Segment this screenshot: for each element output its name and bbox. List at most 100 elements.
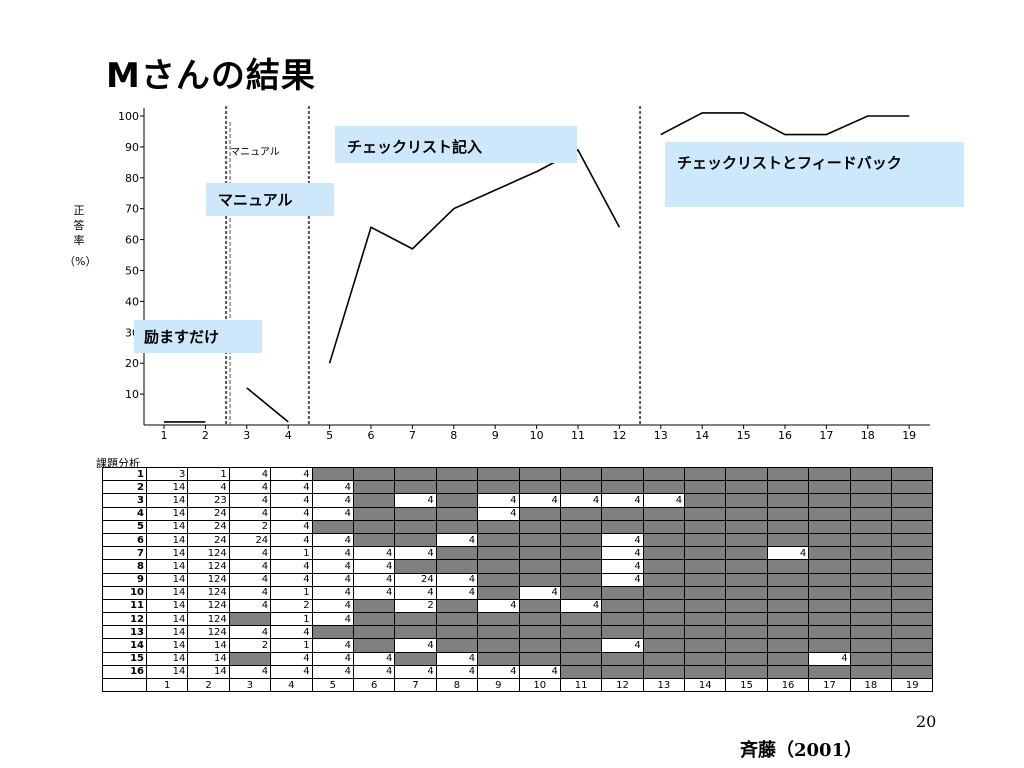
shaded-cell — [394, 612, 437, 627]
shaded-cell — [849, 625, 893, 640]
table-cell: 4 — [228, 664, 272, 680]
shaded-cell — [477, 585, 520, 600]
shaded-cell — [766, 493, 810, 508]
table-cell: 2 — [394, 598, 437, 614]
x-tick-label: 19 — [902, 429, 916, 442]
table-cell: 4 — [601, 532, 644, 548]
table-cell: 4 — [311, 559, 354, 574]
shaded-cell — [766, 480, 810, 495]
shaded-cell — [642, 466, 686, 482]
table-cell: 4 — [270, 572, 313, 587]
table-cell: 14 — [145, 638, 189, 653]
shaded-cell — [601, 625, 644, 640]
shaded-cell — [518, 546, 561, 561]
shaded-cell — [766, 572, 810, 587]
shaded-cell — [477, 466, 520, 482]
shaded-cell — [684, 598, 727, 614]
table-cell: 14 — [145, 572, 189, 587]
table-row: 2 14 4 4 4 4 — [102, 480, 934, 495]
shaded-cell — [228, 651, 272, 666]
shaded-cell — [642, 546, 686, 561]
shaded-cell — [725, 664, 768, 680]
shaded-cell — [394, 466, 437, 482]
callout-feedback: チェックリストとフィードバック — [665, 142, 964, 207]
table-cell: 4 — [477, 664, 520, 680]
table-cell: 14 — [145, 664, 189, 680]
y-axis-label-char: 正 — [73, 204, 85, 217]
shaded-cell — [601, 585, 644, 600]
shaded-cell — [725, 559, 768, 574]
row-label: 14 — [102, 638, 147, 653]
shaded-cell — [684, 585, 727, 600]
table-cell: 2 — [270, 598, 313, 614]
shaded-cell — [559, 532, 603, 548]
x-tick-label: 10 — [530, 429, 544, 442]
table-cell: 4 — [228, 585, 272, 600]
y-tick-label: 80 — [125, 172, 139, 185]
table-cell: 3 — [145, 466, 189, 482]
shaded-cell — [891, 480, 934, 495]
shaded-cell — [849, 572, 893, 587]
shaded-cell — [559, 625, 603, 640]
footer-session-number: 5 — [311, 677, 354, 693]
footer-blank-cell — [102, 677, 147, 693]
table-row: 13 14 124 4 4 — [102, 625, 934, 640]
shaded-cell — [477, 572, 520, 587]
shaded-cell — [766, 559, 810, 574]
shaded-cell — [808, 585, 851, 600]
shaded-cell — [891, 664, 934, 680]
table-cell: 4 — [601, 559, 644, 574]
shaded-cell — [766, 532, 810, 548]
shaded-cell — [891, 532, 934, 548]
shaded-cell — [642, 625, 686, 640]
footer-session-number: 3 — [228, 677, 272, 693]
shaded-cell — [435, 598, 479, 614]
shaded-cell — [435, 638, 479, 653]
shaded-cell — [766, 519, 810, 534]
shaded-cell — [891, 585, 934, 600]
shaded-cell — [725, 506, 768, 521]
shaded-cell — [766, 506, 810, 521]
shaded-cell — [891, 519, 934, 534]
footer-session-number: 6 — [352, 677, 396, 693]
shaded-cell — [518, 466, 561, 482]
footer-session-number: 8 — [435, 677, 479, 693]
shaded-cell — [725, 585, 768, 600]
shaded-cell — [352, 625, 396, 640]
shaded-cell — [849, 506, 893, 521]
shaded-cell — [725, 651, 768, 666]
table-cell: 24 — [187, 506, 230, 521]
table-cell: 4 — [766, 546, 810, 561]
callout-manual-text: マニュアル — [218, 191, 293, 209]
shaded-cell — [311, 625, 354, 640]
shaded-cell — [352, 466, 396, 482]
table-cell: 4 — [228, 559, 272, 574]
shaded-cell — [808, 532, 851, 548]
table-cell: 4 — [311, 598, 354, 614]
phase-note: マニュアル — [230, 147, 280, 158]
shaded-cell — [601, 519, 644, 534]
table-cell: 2 — [228, 638, 272, 653]
table-cell: 124 — [187, 559, 230, 574]
shaded-cell — [684, 466, 727, 482]
shaded-cell — [725, 532, 768, 548]
shaded-cell — [477, 519, 520, 534]
table-cell: 4 — [228, 598, 272, 614]
x-tick-label: 1 — [161, 429, 168, 442]
table-cell: 4 — [228, 506, 272, 521]
task-analysis-table: 1 3 1 4 4 2 14 4 4 4 4 3 14 23 4 4 4 4 4 4 4 4 4 4 14 24 4 4 4 4 5 14 24… — [102, 466, 934, 693]
shaded-cell — [766, 598, 810, 614]
row-label: 1 — [102, 466, 147, 482]
table-cell: 4 — [270, 480, 313, 495]
shaded-cell — [725, 466, 768, 482]
x-tick-label: 3 — [243, 429, 250, 442]
table-cell: 4 — [518, 664, 561, 680]
shaded-cell — [808, 546, 851, 561]
shaded-cell — [559, 572, 603, 587]
table-cell: 14 — [145, 559, 189, 574]
shaded-cell — [684, 638, 727, 653]
row-label: 5 — [102, 519, 147, 534]
table-cell: 4 — [477, 493, 520, 508]
shaded-cell — [518, 625, 561, 640]
shaded-cell — [684, 532, 727, 548]
